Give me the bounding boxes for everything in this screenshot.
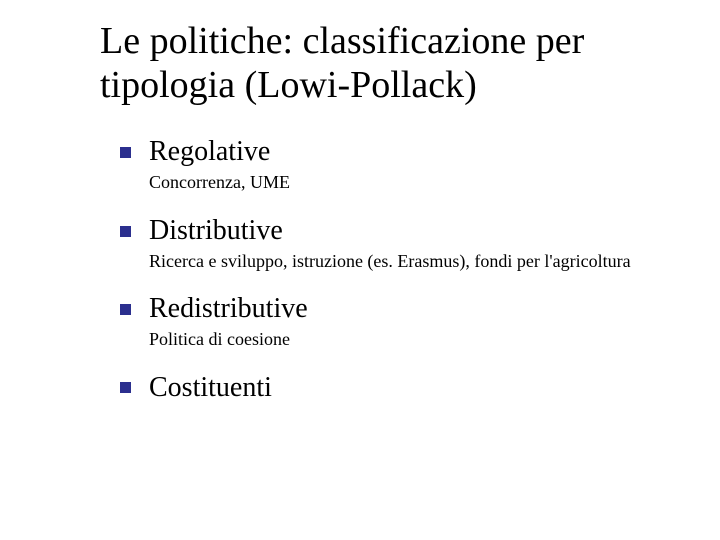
list-item-sub: Politica di coesione — [149, 329, 680, 351]
slide: Le politiche: classificazione per tipolo… — [0, 0, 720, 540]
list-item-label: Costituenti — [149, 373, 272, 404]
list-item: Redistributive Politica di coesione — [120, 294, 680, 350]
square-bullet-icon — [120, 382, 131, 393]
list-item-row: Redistributive — [120, 294, 680, 325]
list-item-row: Regolative — [120, 137, 680, 168]
square-bullet-icon — [120, 304, 131, 315]
square-bullet-icon — [120, 147, 131, 158]
list-item-label: Redistributive — [149, 294, 308, 325]
list-item-label: Distributive — [149, 216, 283, 247]
list-item: Costituenti — [120, 373, 680, 404]
list-item-sub: Ricerca e sviluppo, istruzione (es. Eras… — [149, 251, 680, 273]
list-item-row: Costituenti — [120, 373, 680, 404]
list-item: Distributive Ricerca e sviluppo, istruzi… — [120, 216, 680, 272]
slide-title: Le politiche: classificazione per tipolo… — [100, 20, 680, 107]
list-item-label: Regolative — [149, 137, 270, 168]
list-item-sub: Concorrenza, UME — [149, 172, 680, 194]
list-item-row: Distributive — [120, 216, 680, 247]
square-bullet-icon — [120, 226, 131, 237]
bullet-list: Regolative Concorrenza, UME Distributive… — [120, 137, 680, 403]
list-item: Regolative Concorrenza, UME — [120, 137, 680, 193]
